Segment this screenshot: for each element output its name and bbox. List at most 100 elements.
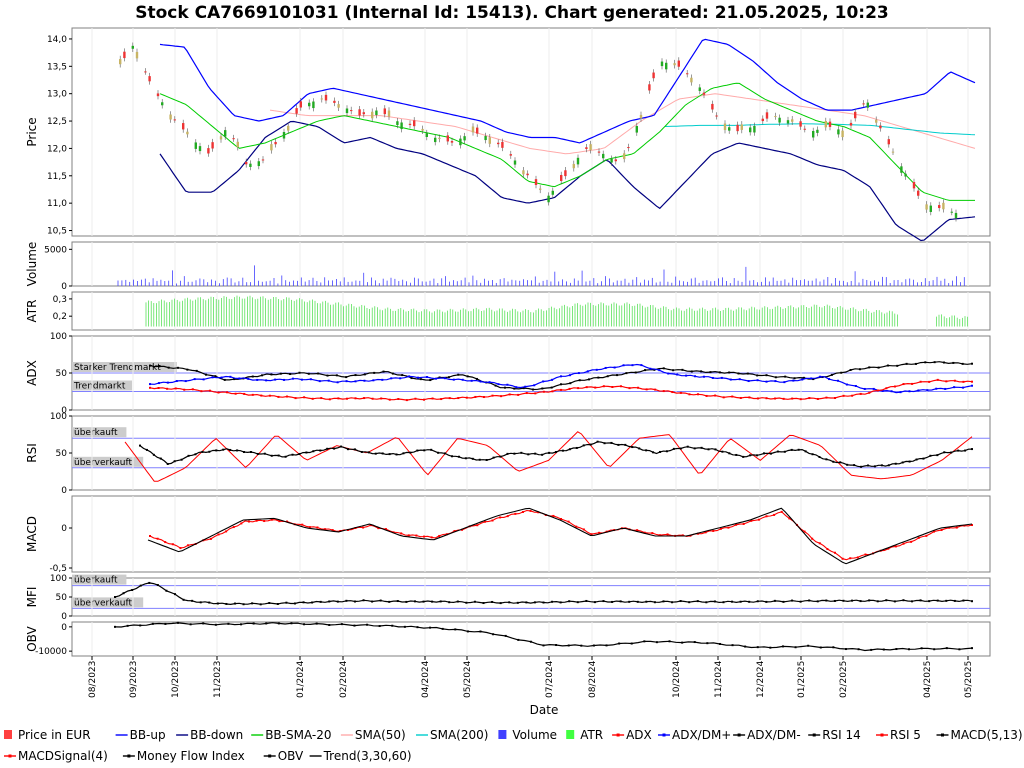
candle-body	[854, 111, 857, 119]
candle-body	[497, 142, 500, 145]
rsi14-line-marker	[839, 461, 842, 464]
mfi-line-marker	[816, 600, 819, 603]
obv-line-marker	[756, 646, 759, 649]
candle-body	[866, 102, 869, 108]
candle-body	[299, 101, 302, 108]
rsi14-line-marker	[485, 458, 488, 461]
mfi-line-marker	[653, 601, 656, 604]
macd-signal-line-marker	[270, 518, 273, 521]
macd-signal-line-marker	[453, 530, 456, 533]
adx-dm-plus-line-marker	[810, 377, 813, 380]
adx-dm-plus-line-marker	[917, 389, 920, 392]
adx-line-marker	[440, 398, 443, 401]
mfi-tick-label: 0	[61, 612, 67, 622]
adx-line-marker	[919, 380, 922, 383]
candle-body	[723, 123, 727, 131]
mfi-line-marker	[345, 599, 348, 602]
adx-dm-plus-line-marker	[354, 380, 357, 383]
adx-dm-plus-line-marker	[166, 381, 169, 384]
x-tick-label: 05/2024	[463, 660, 473, 698]
adx-dm-minus-line-marker	[550, 386, 553, 389]
obv-line-marker	[403, 625, 406, 628]
obv-line-marker	[933, 648, 936, 651]
x-tick-label: 11/2024	[714, 660, 724, 698]
obv-line-marker	[265, 622, 268, 625]
rsi14-line-marker	[256, 452, 259, 455]
obv-line-marker	[819, 646, 822, 649]
adx-dm-plus-line-marker	[363, 379, 366, 382]
candle-body	[295, 108, 298, 114]
legend-item: SMA(200)	[416, 728, 488, 742]
adx-line-marker	[277, 395, 280, 398]
adx-dm-minus-line-marker	[765, 374, 768, 377]
mfi-line-marker	[225, 602, 228, 605]
mfi-line-marker	[525, 601, 528, 604]
macd-signal-line-marker	[704, 531, 707, 534]
legend-marker	[268, 754, 272, 758]
macd-signal-line-marker	[255, 519, 258, 522]
candle-body	[711, 103, 714, 110]
rsi14-line-marker	[513, 452, 516, 455]
obv-line-marker	[592, 644, 595, 647]
obv-line-marker	[416, 626, 419, 629]
candle-body	[736, 124, 739, 132]
legend-label: MACD(5,13)	[951, 728, 1023, 742]
adx-line-marker	[208, 389, 211, 392]
macd-signal-line-marker	[149, 535, 151, 537]
rsi-band-label-bg	[72, 427, 127, 438]
legend-label: OBV	[278, 749, 304, 763]
price-axis-label: Price	[25, 117, 39, 146]
macd-axis-label: MACD	[25, 516, 39, 552]
adx-line-marker	[491, 394, 494, 397]
adx-line-marker	[671, 391, 674, 394]
adx-dm-minus-line-marker	[942, 361, 945, 364]
obv-line-marker	[189, 623, 192, 626]
rsi14-line-marker	[145, 448, 148, 451]
macd-signal-line-marker	[834, 551, 836, 554]
adx-line-marker	[791, 397, 794, 400]
rsi14-line-marker	[735, 453, 738, 456]
adx-dm-minus-line-marker	[961, 362, 964, 365]
candle-body	[917, 190, 920, 196]
candle-body	[929, 205, 932, 212]
adx-line-marker	[722, 396, 725, 399]
adx-dm-plus-line-marker	[738, 378, 741, 381]
panel-mfi: 100 50 0 MFI überkauft überverkauft	[25, 574, 991, 622]
rsi14-line-marker	[402, 452, 405, 455]
x-tick-label: 08/2023	[88, 661, 98, 698]
candle-body	[156, 93, 160, 97]
adx-line-marker	[166, 387, 169, 390]
candle-body	[753, 125, 756, 133]
rsi14-line-marker	[555, 451, 557, 454]
adx-dm-plus-line-marker	[953, 386, 956, 389]
rsi14-line-marker	[561, 449, 564, 452]
mfi-line-marker	[799, 600, 802, 603]
candle-body	[182, 123, 185, 130]
adx-line-marker	[311, 397, 314, 400]
mfi-axis-label: MFI	[25, 587, 39, 608]
candle-body	[539, 188, 542, 190]
mfi-line-marker	[645, 600, 648, 603]
obv-line-marker	[378, 625, 381, 628]
macd-signal-line-marker	[841, 557, 844, 560]
atr-tick-label: 0,3	[53, 295, 67, 305]
macd-signal-line-marker	[651, 532, 654, 535]
mfi-line-marker	[833, 599, 836, 602]
mfi-tick-label: 50	[56, 593, 68, 603]
rsi5-line	[124, 431, 973, 482]
candle-body	[396, 121, 399, 126]
adx-dm-minus-line-marker	[391, 372, 394, 375]
adx-line-marker	[662, 390, 665, 393]
obv-line-marker	[202, 622, 205, 625]
adx-dm-plus-line-marker	[408, 375, 411, 378]
legend-swatch	[4, 730, 12, 739]
legend-label: ADX/DM+	[672, 728, 731, 742]
candle-body	[144, 71, 147, 73]
rsi14-line-marker	[568, 448, 571, 451]
rsi14-line-marker	[534, 452, 537, 455]
adx-dm-minus-line-marker	[597, 376, 600, 379]
candle-body	[333, 100, 336, 103]
legend-item: Trend(3,30,60)	[309, 749, 412, 763]
adx-dm-plus-line-marker	[283, 378, 286, 381]
rsi14-line-marker	[617, 443, 620, 446]
